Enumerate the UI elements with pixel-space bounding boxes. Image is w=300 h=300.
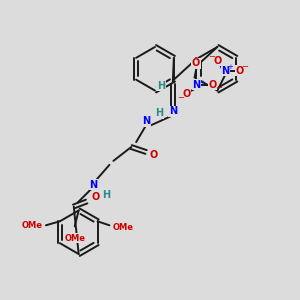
Text: H: H — [102, 190, 110, 200]
Text: −: − — [177, 93, 184, 102]
Text: O: O — [191, 58, 200, 68]
Text: OMe: OMe — [22, 221, 43, 230]
Text: OMe: OMe — [64, 234, 85, 243]
Text: O: O — [182, 88, 191, 98]
Text: N: N — [193, 80, 201, 90]
Text: O: O — [235, 66, 243, 76]
Text: N: N — [142, 116, 150, 126]
Text: H: H — [155, 108, 163, 118]
Text: N: N — [89, 180, 98, 190]
Text: O: O — [213, 56, 221, 66]
Text: N: N — [169, 106, 177, 116]
Text: O: O — [150, 150, 158, 160]
Text: −: − — [208, 52, 215, 62]
Text: +: + — [200, 80, 206, 85]
Text: O: O — [208, 80, 217, 90]
Text: −: − — [242, 62, 249, 71]
Text: OMe: OMe — [113, 223, 134, 232]
Text: O: O — [92, 192, 100, 202]
Text: +: + — [227, 64, 233, 70]
Text: H: H — [157, 81, 165, 91]
Text: N: N — [221, 66, 230, 76]
Text: −: − — [215, 83, 222, 92]
